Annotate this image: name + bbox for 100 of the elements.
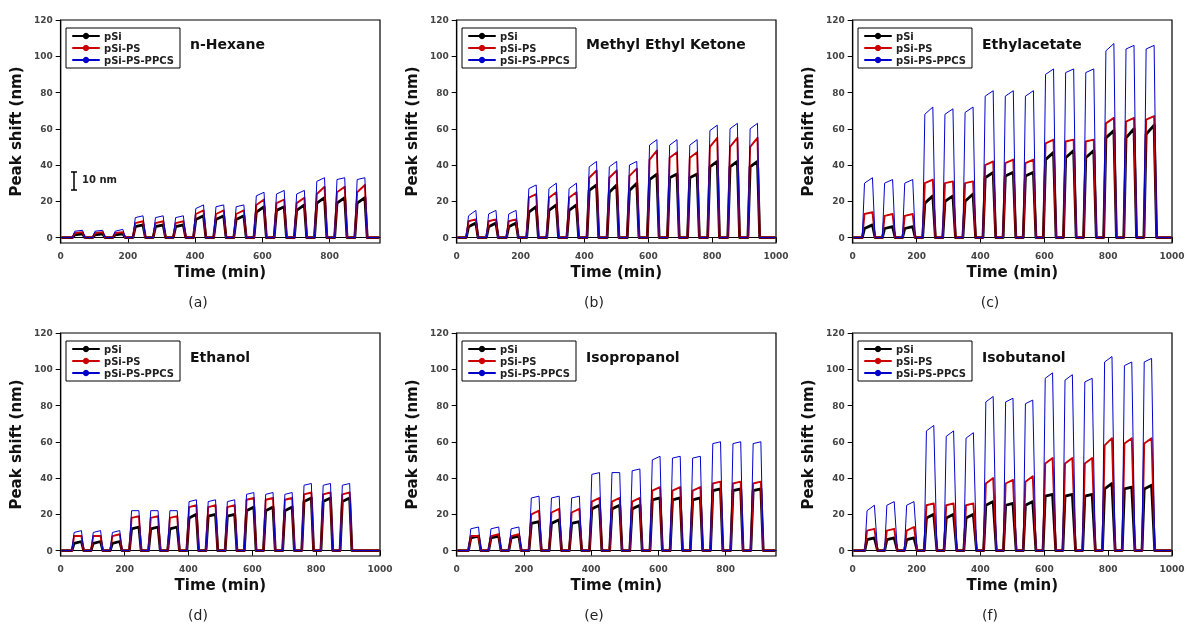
text: Ethanol [190,349,251,365]
y-axis-title: Peak shift (nm) [6,379,25,510]
text: Ethylacetate [982,36,1082,52]
legend-label: pSi-PS [500,355,537,367]
y-axis-title: Peak shift (nm) [6,66,25,197]
x-tick-label: 400 [185,250,205,261]
y-tick-label: 60 [40,436,53,447]
x-tick-label: 600 [242,563,262,574]
x-tick-label: 0 [57,563,64,574]
x-tick-label: 200 [511,250,530,261]
y-tick-label: 100 [825,364,845,375]
y-tick-label: 80 [436,400,449,411]
x-tick-label: 0 [849,563,856,574]
legend-label: pSi [896,343,914,355]
text: n-Hexane [190,36,265,52]
x-tick-label: 200 [907,250,926,261]
legend-label: pSi [500,343,518,355]
text: (c) [980,294,1000,310]
x-tick-label: 400 [971,563,990,574]
x-tick-label: 800 [306,563,326,574]
text: (f) [982,607,998,623]
legend-label: pSi-PS-PPCS [896,367,967,379]
y-tick-label: 20 [436,509,449,520]
x-axis-title: Time (min) [570,576,663,595]
x-tick-label: 1000 [1159,563,1185,574]
legend-label: pSi [104,343,122,355]
x-axis-title: Time (min) [570,263,663,282]
y-tick-label: 40 [436,473,449,484]
x-tick-label: 600 [252,250,272,261]
y-tick-label: 100 [429,51,449,62]
y-tick-label: 40 [832,160,845,171]
text: Methyl Ethyl Ketone [586,36,746,52]
x-tick-label: 600 [648,563,668,574]
x-tick-label: 600 [638,250,658,261]
y-tick-label: 0 [838,232,845,243]
y-tick-label: 40 [436,160,449,171]
y-tick-label: 120 [825,15,845,25]
x-tick-label: 400 [971,250,990,261]
y-tick-label: 120 [33,15,53,25]
y-tick-label: 0 [838,545,845,556]
y-axis-title: Peak shift (nm) [402,66,421,197]
y-axis-title: Peak shift (nm) [402,379,421,510]
x-tick-label: 800 [320,250,339,261]
legend-label: pSi [104,30,122,42]
y-tick-label: 120 [429,15,449,25]
legend-label: pSi-PS-PPCS [500,367,571,379]
x-tick-label: 400 [575,250,594,261]
y-tick-label: 80 [436,87,449,98]
y-tick-label: 40 [40,160,53,171]
x-tick-label: 200 [115,563,134,574]
y-axis-title: Peak shift (nm) [798,66,817,197]
x-axis-title: Time (min) [174,263,267,282]
legend-label: pSi-PS [104,42,141,54]
text: (a) [188,294,208,310]
x-tick-label: 600 [1034,563,1054,574]
y-tick-label: 100 [33,51,53,62]
x-tick-label: 200 [118,250,138,261]
y-tick-label: 20 [40,196,53,207]
x-tick-label: 800 [716,563,735,574]
legend-label: pSi-PS-PPCS [104,367,175,379]
y-tick-label: 20 [832,196,845,207]
y-tick-label: 20 [436,196,449,207]
y-tick-label: 20 [832,509,845,520]
x-tick-label: 1000 [1159,250,1185,261]
y-tick-label: 60 [436,436,449,447]
y-tick-label: 0 [46,545,53,556]
legend-label: pSi-PS [896,42,933,54]
y-tick-label: 120 [33,328,53,338]
y-tick-label: 40 [832,473,845,484]
legend-label: pSi-PS-PPCS [500,54,571,66]
legend-label: pSi-PS-PPCS [104,54,175,66]
y-tick-label: 60 [832,123,845,134]
x-axis-title: Time (min) [966,263,1059,282]
y-axis-title: Peak shift (nm) [798,379,817,510]
x-tick-label: 200 [514,563,534,574]
text: Isobutanol [982,349,1066,365]
y-tick-label: 80 [40,87,53,98]
x-tick-label: 400 [581,563,601,574]
x-tick-label: 0 [849,250,856,261]
y-tick-label: 0 [442,545,449,556]
y-tick-label: 60 [436,123,449,134]
y-tick-label: 80 [832,87,845,98]
text: (b) [584,294,604,310]
x-tick-label: 400 [179,563,198,574]
legend-label: pSi-PS [500,42,537,54]
text: (d) [188,607,208,623]
x-tick-label: 1000 [367,563,393,574]
y-tick-label: 80 [832,400,845,411]
y-tick-label: 100 [429,364,449,375]
y-tick-label: 100 [33,364,53,375]
x-tick-label: 600 [1034,250,1054,261]
y-tick-label: 40 [40,473,53,484]
legend-label: pSi [500,30,518,42]
x-tick-label: 800 [1098,250,1118,261]
y-tick-label: 100 [825,51,845,62]
legend-label: pSi [896,30,914,42]
text: (e) [584,607,604,623]
text: Isopropanol [586,349,680,365]
x-tick-label: 200 [907,563,926,574]
x-tick-label: 1000 [763,250,789,261]
